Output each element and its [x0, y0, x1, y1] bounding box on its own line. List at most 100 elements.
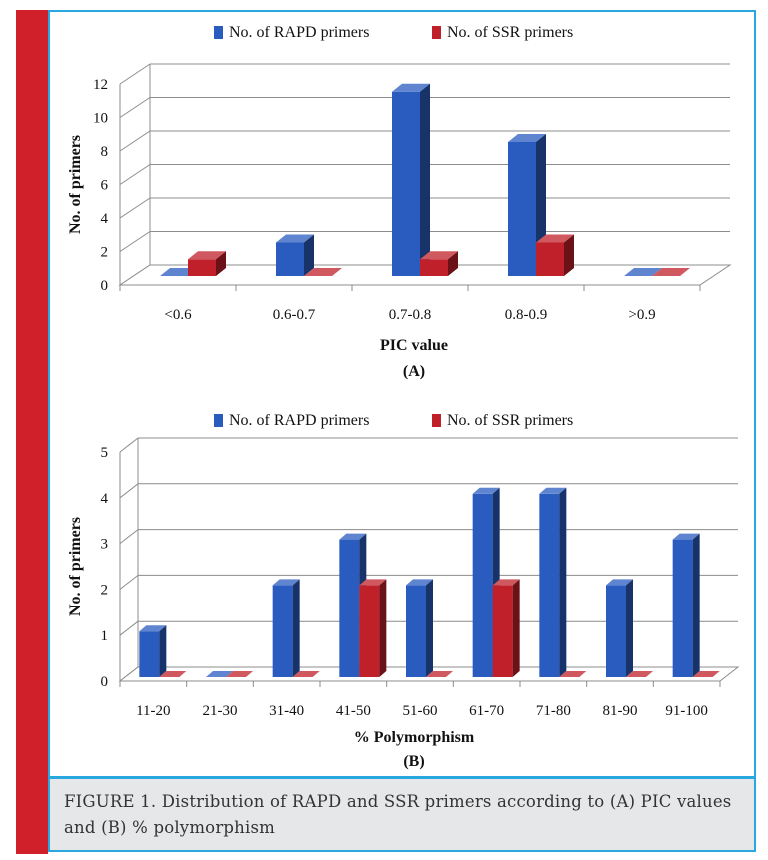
x-axis-title: PIC value	[380, 337, 448, 354]
panel-label: (B)	[403, 753, 424, 770]
bar-front	[188, 259, 216, 276]
bar-top	[392, 83, 430, 92]
bar-side	[216, 251, 226, 276]
x-tick-label: 21-30	[203, 703, 238, 719]
bar-top	[536, 234, 574, 243]
legend-swatch	[214, 414, 223, 427]
plot-area	[118, 437, 740, 687]
bar-rapd-0.6-0.7	[276, 234, 314, 276]
x-tick-label: <0.6	[164, 307, 192, 323]
bar-ssr->0.9	[652, 268, 690, 276]
bar-top	[472, 487, 500, 494]
bar-front	[339, 539, 360, 677]
bar-ssr-71-80	[559, 671, 587, 677]
bar-top	[692, 671, 720, 677]
bar-side	[292, 579, 300, 677]
bar-ssr-51-60	[426, 671, 453, 677]
bar-top	[539, 487, 567, 494]
bar-front	[606, 585, 626, 677]
y-tick-label: 4	[101, 211, 109, 227]
bar-top	[276, 234, 314, 243]
bar-side	[626, 579, 633, 677]
y-tick-label: 0	[101, 278, 109, 294]
legend-swatch	[214, 26, 223, 39]
x-axis-title: % Polymorphism	[354, 729, 475, 746]
bar-side	[692, 533, 700, 677]
bar-ssr-31-40	[292, 671, 320, 677]
x-tick-label: 31-40	[269, 703, 304, 719]
gridline-side	[119, 231, 151, 252]
x-tick-label: >0.9	[628, 307, 655, 323]
legend-swatch	[432, 26, 441, 39]
legend-label: No. of SSR primers	[447, 412, 573, 429]
bar-top	[624, 268, 662, 276]
bar-front	[420, 259, 448, 276]
bar-front	[139, 631, 160, 677]
figure-caption: FIGURE 1. Distribution of RAPD and SSR p…	[64, 792, 732, 837]
bar-top	[406, 579, 433, 586]
bar-front	[406, 585, 426, 677]
x-tick-label: 11-20	[136, 703, 170, 719]
bar-ssr-41-50	[359, 579, 387, 677]
bar-top	[420, 251, 458, 260]
y-tick-label: 1	[101, 628, 109, 644]
gridline-side	[119, 483, 139, 499]
bar-ssr-0.7-0.8	[420, 251, 458, 276]
bar-front	[392, 91, 420, 276]
legend: No. of RAPD primers No. of SSR primers	[214, 24, 573, 41]
bar-front	[359, 585, 380, 677]
bar-top	[359, 579, 387, 586]
bar-side	[159, 625, 167, 677]
bar-top	[652, 268, 690, 276]
bar-top	[339, 533, 367, 540]
chart-b: 11-20 21-30 31-40 41-50 51-60 61-70 71-80 81-90…	[67, 412, 740, 770]
gridline-side	[119, 63, 151, 85]
chart-a: <0.6 0.6-0.7 0.7-0.8 0.8-0.9 >0.9 0 2 4 6 8 10 12 No…	[67, 24, 732, 380]
y-tick-label: 6	[101, 178, 109, 194]
y-tick-label: 4	[101, 491, 109, 507]
y-tick-label: 2	[101, 582, 109, 598]
bar-front	[492, 585, 513, 677]
y-tick-label: 12	[93, 77, 108, 93]
y-tick-label: 8	[101, 144, 109, 160]
legend: No. of RAPD primers No. of SSR primers	[214, 412, 573, 429]
bar-rapd-91-100	[672, 533, 700, 677]
bar-front	[536, 242, 564, 276]
panel-label: (A)	[403, 363, 425, 380]
bar-top	[304, 268, 342, 276]
plot-area	[118, 63, 732, 291]
x-tick-label: 0.6-0.7	[273, 307, 316, 323]
bar-side	[304, 234, 314, 276]
gridline-side	[119, 197, 151, 219]
gridline-side	[119, 130, 151, 152]
bar-top	[206, 671, 233, 677]
bar-rapd-21-30	[206, 671, 233, 677]
bar-side	[420, 83, 430, 276]
bar-top	[272, 579, 300, 586]
bar-top	[606, 579, 633, 586]
bar-ssr-21-30	[226, 671, 253, 677]
bar-rapd-11-20	[139, 625, 167, 677]
bar-front	[272, 585, 293, 677]
bar-front	[508, 142, 536, 276]
bar-top	[508, 134, 546, 142]
bar-top	[139, 625, 167, 632]
bar-top	[492, 579, 520, 586]
x-tick-label: 91-100	[665, 703, 708, 719]
caption-box: FIGURE 1. Distribution of RAPD and SSR p…	[48, 776, 756, 852]
gridline-side	[119, 575, 139, 590]
bar-top	[559, 671, 587, 677]
bar-ssr-0.6-0.7	[304, 268, 342, 276]
y-tick-label: 10	[93, 111, 108, 127]
x-tick-label: 81-90	[603, 703, 638, 719]
bar-top	[292, 671, 320, 677]
bar-ssr-11-20	[159, 671, 187, 677]
y-tick-label: 3	[101, 537, 109, 553]
x-tick-label: 71-80	[536, 703, 571, 719]
bar-top	[188, 251, 226, 260]
red-side-stripe	[16, 10, 48, 854]
y-tick-label: 0	[101, 674, 109, 690]
y-axis-title: No. of primers	[67, 517, 84, 616]
bar-side	[379, 579, 387, 677]
legend-label: No. of RAPD primers	[229, 412, 369, 429]
